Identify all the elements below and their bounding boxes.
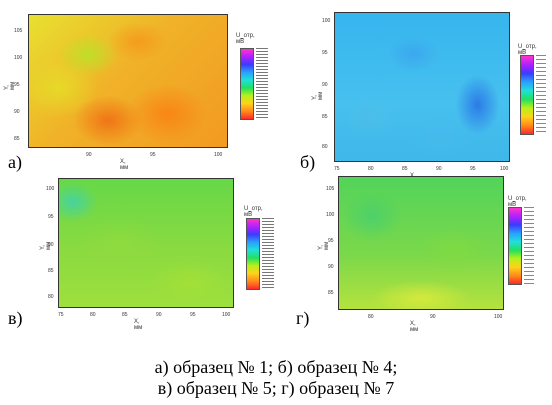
y-tick: 85 bbox=[48, 268, 54, 274]
y-tick: 90 bbox=[322, 82, 328, 88]
panel-label: г) bbox=[296, 308, 310, 328]
y-tick: 90 bbox=[328, 264, 334, 270]
colorbar-ticks bbox=[256, 48, 268, 120]
colorbar-ticks bbox=[536, 55, 546, 135]
x-tick: 90 bbox=[156, 312, 162, 318]
colorbar bbox=[508, 207, 522, 285]
x-tick: 100 bbox=[500, 166, 509, 172]
legend-title: U_отр, мВ bbox=[518, 44, 537, 56]
colorbar bbox=[520, 55, 534, 135]
x-tick: 95 bbox=[190, 312, 196, 318]
y-tick: 105 bbox=[14, 28, 23, 34]
x-tick: 90 bbox=[430, 314, 436, 320]
x-tick: 90 bbox=[436, 166, 442, 172]
y-tick: 100 bbox=[322, 18, 331, 24]
caption-line-2: в) образец № 5; г) образец № 7 bbox=[157, 378, 395, 398]
y-tick: 105 bbox=[326, 186, 335, 192]
x-tick: 85 bbox=[122, 312, 128, 318]
legend-title: U_отр, мВ bbox=[244, 206, 263, 218]
heatmap-c bbox=[58, 178, 234, 308]
heatmap-b bbox=[334, 12, 510, 162]
heatmap-a bbox=[28, 14, 228, 148]
y-tick: 90 bbox=[14, 109, 20, 115]
x-tick: 75 bbox=[58, 312, 64, 318]
y-tick: 90 bbox=[48, 242, 54, 248]
y-tick: 100 bbox=[14, 55, 23, 61]
y-tick: 95 bbox=[48, 214, 54, 220]
x-axis-label: X, мм bbox=[120, 159, 129, 171]
caption-line-1: а) образец № 1; б) образец № 4; bbox=[154, 357, 398, 377]
colorbar-ticks bbox=[524, 207, 534, 285]
x-tick: 95 bbox=[470, 166, 476, 172]
panel-label: в) bbox=[8, 308, 23, 328]
x-tick: 95 bbox=[150, 152, 156, 158]
y-tick: 95 bbox=[14, 82, 20, 88]
y-tick: 100 bbox=[46, 186, 55, 192]
x-axis-label: X, мм bbox=[410, 321, 419, 333]
legend-title: U_отр, мВ bbox=[236, 33, 255, 45]
y-tick: 85 bbox=[328, 290, 334, 296]
x-tick: 100 bbox=[222, 312, 231, 318]
y-tick: 85 bbox=[322, 114, 328, 120]
y-axis-label: Y, мм bbox=[40, 241, 52, 250]
y-tick: 80 bbox=[322, 144, 328, 150]
y-tick: 95 bbox=[322, 50, 328, 56]
x-tick: 100 bbox=[494, 314, 503, 320]
y-axis-label: Y, мм bbox=[4, 81, 16, 90]
y-tick: 95 bbox=[328, 238, 334, 244]
x-tick: 85 bbox=[402, 166, 408, 172]
panel-label: а) bbox=[8, 152, 22, 172]
heatmap-d bbox=[338, 176, 504, 310]
legend-title: U_отр, мВ bbox=[508, 196, 527, 208]
y-tick: 80 bbox=[48, 294, 54, 300]
y-tick: 100 bbox=[326, 212, 335, 218]
colorbar-ticks bbox=[262, 218, 274, 290]
x-axis-label: X, мм bbox=[134, 319, 143, 331]
colorbar bbox=[246, 218, 260, 290]
y-axis-label: Y, мм bbox=[318, 241, 330, 250]
x-tick: 80 bbox=[368, 166, 374, 172]
y-axis-label: Y, мм bbox=[312, 91, 324, 100]
y-tick: 85 bbox=[14, 136, 20, 142]
x-tick: 80 bbox=[368, 314, 374, 320]
x-tick: 80 bbox=[90, 312, 96, 318]
x-tick: 75 bbox=[334, 166, 340, 172]
panel-label: б) bbox=[300, 152, 316, 172]
colorbar bbox=[240, 48, 254, 120]
x-tick: 100 bbox=[214, 152, 223, 158]
x-tick: 90 bbox=[86, 152, 92, 158]
